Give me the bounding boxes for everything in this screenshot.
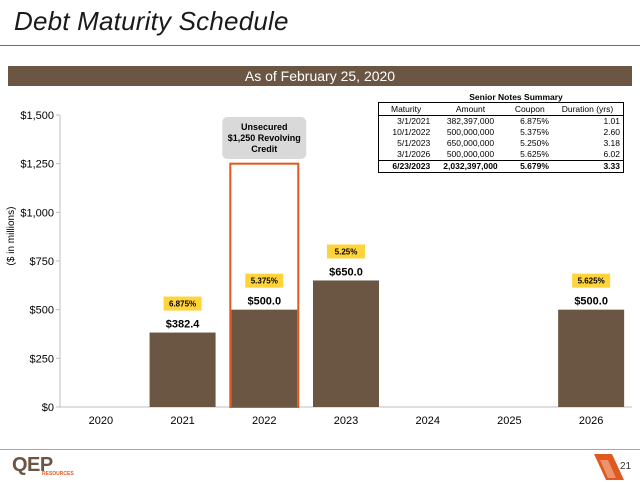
y-tick-label: $250: [30, 353, 54, 365]
cell-maturity: 5/1/2023: [397, 138, 431, 148]
cell-duration: 2.60: [603, 127, 620, 137]
bar-value-label: $500.0: [574, 296, 608, 308]
company-logo-subtext: RESOURCES: [42, 471, 74, 477]
debt-maturity-chart: $0 $250 $500 $750 $1,000 $1,250 $1,500 ($ in mi…: [6, 110, 632, 427]
page-title: Debt Maturity Schedule: [14, 6, 289, 36]
table-row: 3/1/2026 500,000,000 5.625% 6.02: [379, 149, 624, 161]
x-tick-label: 2022: [252, 415, 276, 427]
bar-value-label: $650.0: [329, 266, 363, 278]
bar-2023: [313, 280, 379, 407]
notes-header-duration: Duration (yrs): [551, 102, 624, 116]
coupon-badge: [572, 273, 611, 288]
cell-amount: 2,032,397,000: [433, 160, 508, 173]
x-tick-label: 2021: [170, 415, 194, 427]
company-logo: QEP: [12, 454, 53, 476]
cell-coupon: 5.679%: [507, 160, 552, 173]
y-axis-label: ($ in millions): [6, 207, 17, 266]
cell-coupon: 5.250%: [520, 138, 549, 148]
revolver-callout-text: Credit: [251, 144, 277, 154]
x-tick-label: 2020: [89, 415, 113, 427]
y-tick-label: $1,250: [20, 159, 54, 171]
bar-2022: [231, 309, 298, 407]
y-tick-label: $0: [42, 402, 54, 414]
notes-header-maturity: Maturity: [378, 102, 434, 116]
cell-duration: 3.33: [551, 160, 624, 173]
bar-layer: [149, 280, 625, 407]
axis-layer: $0 $250 $500 $750 $1,000 $1,250 $1,500 ($ in mi…: [6, 110, 632, 427]
cell-duration: 1.01: [603, 116, 620, 126]
cell-amount: 500,000,000: [446, 149, 495, 159]
x-tick-label: 2026: [579, 415, 603, 427]
cell-coupon: 6.875%: [520, 116, 549, 126]
table-row: 5/1/2023 650,000,000 5.250% 3.18: [379, 138, 624, 149]
notes-header-row: Maturity Amount Coupon Duration (yrs): [378, 102, 624, 116]
revolver-callout-box: [222, 117, 307, 159]
coupon-badge-label: 5.625%: [578, 277, 605, 286]
notes-header-amount: Amount: [433, 102, 508, 116]
coupon-badge: [163, 296, 202, 311]
cell-coupon: 5.375%: [520, 127, 549, 137]
notes-summary-table: Maturity Amount Coupon Duration (yrs) 3/…: [378, 102, 624, 173]
notes-summary-title: Senior Notes Summary: [469, 92, 563, 102]
cell-duration: 6.02: [603, 149, 620, 159]
cell-maturity: 3/1/2021: [397, 116, 431, 126]
coupon-badge: [245, 273, 284, 288]
bar-2026: [558, 309, 625, 407]
coupon-badge-label: 6.875%: [169, 300, 196, 309]
cell-amount: 500,000,000: [446, 127, 495, 137]
bar-value-label: $382.4: [166, 319, 201, 331]
table-row: 10/1/2022 500,000,000 5.375% 2.60: [379, 127, 624, 138]
as-of-banner: As of February 25, 2020: [8, 66, 632, 86]
coupon-badge: [327, 244, 365, 259]
cell-maturity: 10/1/2022: [392, 127, 431, 137]
table-row: 3/1/2021 382,397,000 6.875% 1.01: [379, 116, 624, 128]
senior-notes-summary: Senior Notes Summary Maturity Amount Cou…: [378, 92, 624, 173]
x-tick-label: 2023: [334, 415, 358, 427]
title-divider: [0, 45, 640, 46]
cell-duration: 3.18: [603, 138, 620, 148]
total-row: 6/23/2023 2,032,397,000 5.679% 3.33: [378, 160, 624, 173]
footer-divider: [0, 449, 640, 450]
corner-arrow-icon: [594, 454, 624, 480]
coupon-badge-label: 5.375%: [251, 277, 278, 286]
y-tick-label: $500: [30, 305, 54, 317]
cell-amount: 382,397,000: [446, 116, 495, 126]
bar-2021: [149, 332, 216, 407]
cell-maturity: 6/23/2023: [378, 160, 434, 173]
bar-value-label: $500.0: [247, 296, 281, 308]
revolver-callout-text: $1,250 Revolving: [228, 133, 301, 143]
label-layer: $382.4 6.875% $500.0 5.375% $650.0 5.25% $500.…: [163, 244, 611, 331]
x-tick-label: 2024: [415, 415, 439, 427]
revolver-callout-text: Unsecured: [241, 122, 288, 132]
cell-amount: 650,000,000: [446, 138, 495, 148]
y-tick-label: $1,000: [20, 207, 54, 219]
notes-header-coupon: Coupon: [507, 102, 552, 116]
cell-maturity: 3/1/2026: [397, 149, 431, 159]
page-number: 21: [620, 461, 632, 472]
x-tick-label: 2025: [497, 415, 521, 427]
coupon-badge-label: 5.25%: [335, 247, 358, 256]
cell-coupon: 5.625%: [520, 149, 549, 159]
y-tick-label: $1,500: [20, 110, 54, 122]
y-tick-label: $750: [30, 256, 54, 268]
